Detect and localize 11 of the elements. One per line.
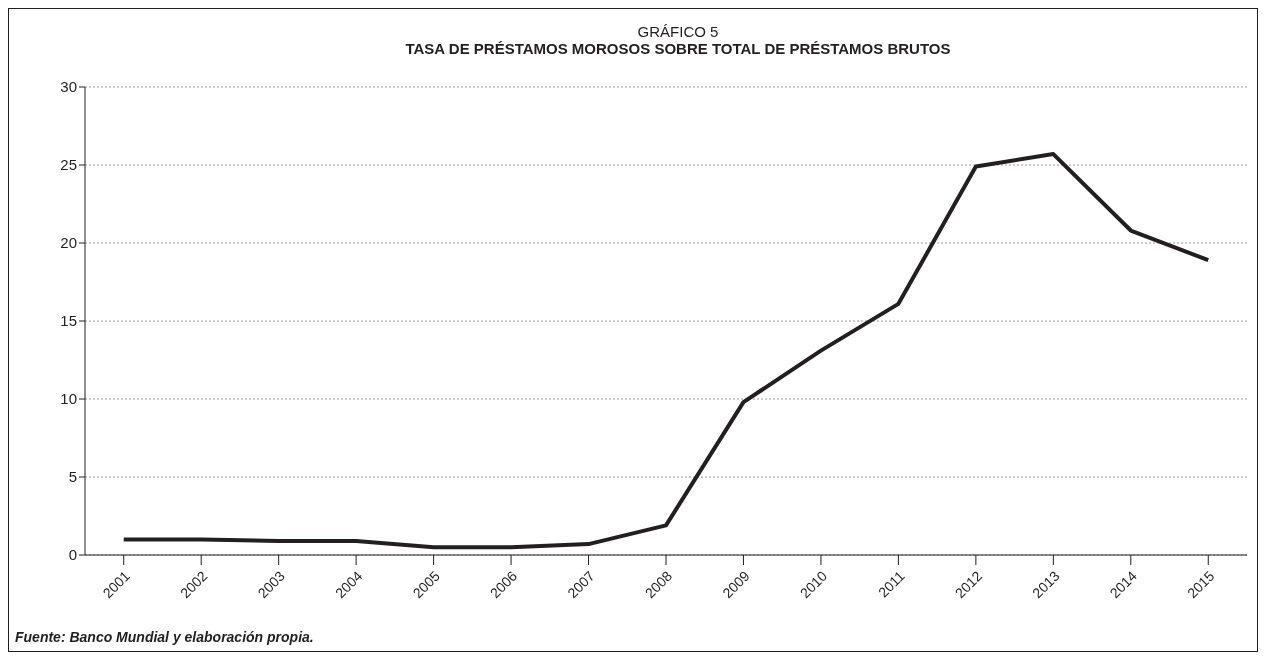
y-tick-label: 15 xyxy=(60,312,77,330)
y-tick-label: 20 xyxy=(60,234,77,252)
chart-subtitle: TASA DE PRÉSTAMOS MOROSOS SOBRE TOTAL DE PRÉSTAMOS BRUTOS xyxy=(404,40,952,57)
y-tick-label: 25 xyxy=(60,156,77,174)
y-tick-label: 5 xyxy=(68,468,77,486)
chart-title: GRÁFICO 5 xyxy=(636,22,720,40)
y-tick-label: 0 xyxy=(68,546,77,564)
source-note: Fuente: Banco Mundial y elaboración propia. xyxy=(15,629,314,645)
line-series xyxy=(121,152,1211,550)
y-tick-label: 30 xyxy=(60,78,77,96)
y-tick-label: 10 xyxy=(60,390,77,408)
